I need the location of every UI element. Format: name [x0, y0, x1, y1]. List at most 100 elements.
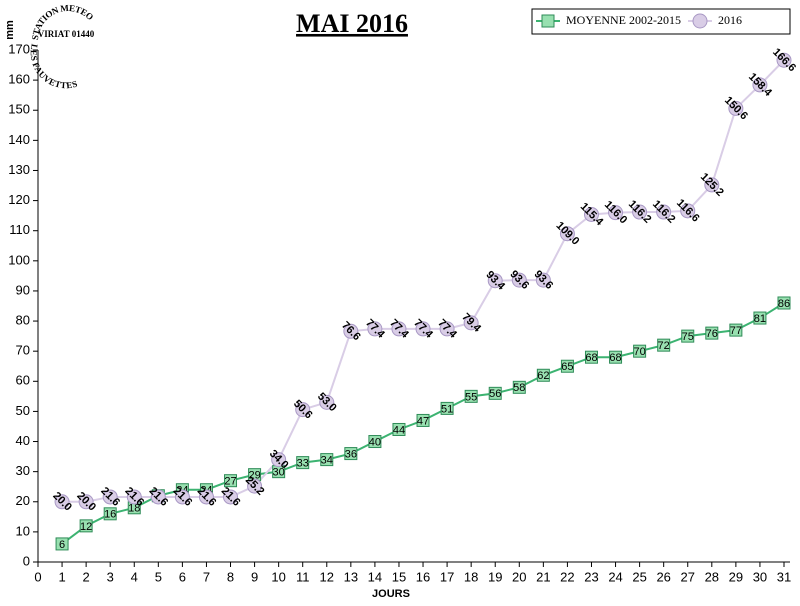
- data-label: 76.6: [339, 319, 363, 343]
- data-label: 21.6: [195, 485, 219, 509]
- data-point: [753, 311, 767, 325]
- y-tick-label: 40: [16, 433, 30, 448]
- x-tick-label: 23: [584, 569, 598, 584]
- data-label: 33: [297, 458, 309, 470]
- data-label: 75: [682, 331, 694, 343]
- data-point: [344, 447, 358, 461]
- data-label: 21.6: [219, 485, 243, 509]
- data-label: 21.6: [123, 485, 147, 509]
- y-tick-label: 80: [16, 312, 30, 327]
- data-point: [55, 537, 69, 551]
- data-label: 79.4: [459, 311, 483, 335]
- data-label: 77: [730, 325, 742, 337]
- x-tick-label: 25: [632, 569, 646, 584]
- data-point: [271, 452, 287, 468]
- x-tick-label: 17: [440, 569, 454, 584]
- x-tick-label: 20: [512, 569, 526, 584]
- y-tick-label: 50: [16, 403, 30, 418]
- chart-title: MAI 2016: [296, 9, 408, 38]
- data-point: [415, 321, 431, 337]
- data-point: [223, 489, 239, 505]
- data-label: 62: [537, 370, 549, 382]
- data-point: [79, 519, 93, 533]
- y-tick-label: 160: [8, 72, 30, 87]
- y-tick-label: 140: [8, 132, 30, 147]
- data-label: 27: [224, 476, 236, 488]
- data-label: 93.6: [508, 268, 532, 292]
- data-point: [416, 413, 430, 427]
- x-tick-label: 2: [83, 569, 90, 584]
- data-label: 18: [128, 503, 140, 515]
- data-point: [583, 206, 599, 222]
- data-point: [487, 273, 503, 289]
- x-tick-label: 4: [131, 569, 138, 584]
- data-point: [535, 272, 551, 288]
- x-tick-label: 21: [536, 569, 550, 584]
- data-point: [464, 389, 478, 403]
- legend-label: 2016: [718, 13, 742, 27]
- data-label: 77.4: [387, 317, 411, 341]
- y-tick-label: 0: [23, 553, 30, 568]
- data-label: 51: [441, 403, 453, 415]
- y-tick-label: 110: [9, 222, 30, 237]
- data-point: [632, 204, 648, 220]
- data-label: 16: [104, 509, 116, 521]
- y-tick-label: 150: [8, 102, 30, 117]
- y-tick-label: 90: [16, 282, 30, 297]
- data-point: [656, 204, 672, 220]
- data-point: [343, 323, 359, 339]
- data-point: [512, 380, 526, 394]
- data-point: [439, 321, 455, 337]
- data-point: [729, 323, 743, 337]
- y-tick-label: 170: [8, 41, 30, 56]
- x-tick-label: 0: [34, 569, 41, 584]
- legend-marker: [692, 13, 708, 29]
- x-tick-label: 27: [681, 569, 695, 584]
- x-tick-label: 5: [155, 569, 162, 584]
- x-tick-label: 31: [777, 569, 791, 584]
- data-point: [609, 350, 623, 364]
- data-point: [704, 177, 720, 193]
- data-point: [463, 315, 479, 331]
- data-label: 30: [273, 467, 285, 479]
- y-tick-label: 10: [16, 523, 30, 538]
- data-point: [319, 394, 335, 410]
- data-label: 68: [585, 352, 597, 364]
- data-label: 70: [633, 346, 645, 358]
- data-label: 36: [345, 448, 357, 460]
- data-label: 21.6: [98, 485, 122, 509]
- data-label: 47: [417, 415, 429, 427]
- y-tick-label: 30: [16, 463, 30, 478]
- data-point: [224, 474, 238, 488]
- x-tick-label: 11: [296, 569, 310, 584]
- data-label: 93.6: [532, 268, 556, 292]
- data-label: 20.0: [74, 490, 98, 514]
- data-label: 68: [609, 352, 621, 364]
- x-tick-label: 22: [560, 569, 574, 584]
- data-label: 40: [369, 436, 381, 448]
- series-line: [62, 59, 785, 503]
- data-point: [560, 359, 574, 373]
- x-tick-label: 7: [203, 569, 210, 584]
- x-tick-label: 19: [488, 569, 502, 584]
- data-point: [559, 226, 575, 242]
- logo-middle: VIRIAT 01440: [38, 29, 95, 39]
- data-point: [295, 402, 311, 418]
- data-label: 6: [59, 539, 65, 551]
- data-label: 77.4: [411, 317, 435, 341]
- legend-box: [531, 8, 791, 35]
- data-point: [511, 272, 527, 288]
- data-label: 93.4: [483, 269, 507, 293]
- data-label: 12: [80, 521, 92, 533]
- data-point: [391, 321, 407, 337]
- data-point: [54, 494, 70, 510]
- data-point: [488, 386, 502, 400]
- data-point: [752, 77, 768, 93]
- y-tick-label: 60: [16, 373, 30, 388]
- data-label: 86: [778, 298, 790, 310]
- data-point: [392, 422, 406, 436]
- data-point: [367, 321, 383, 337]
- data-point: [150, 489, 166, 505]
